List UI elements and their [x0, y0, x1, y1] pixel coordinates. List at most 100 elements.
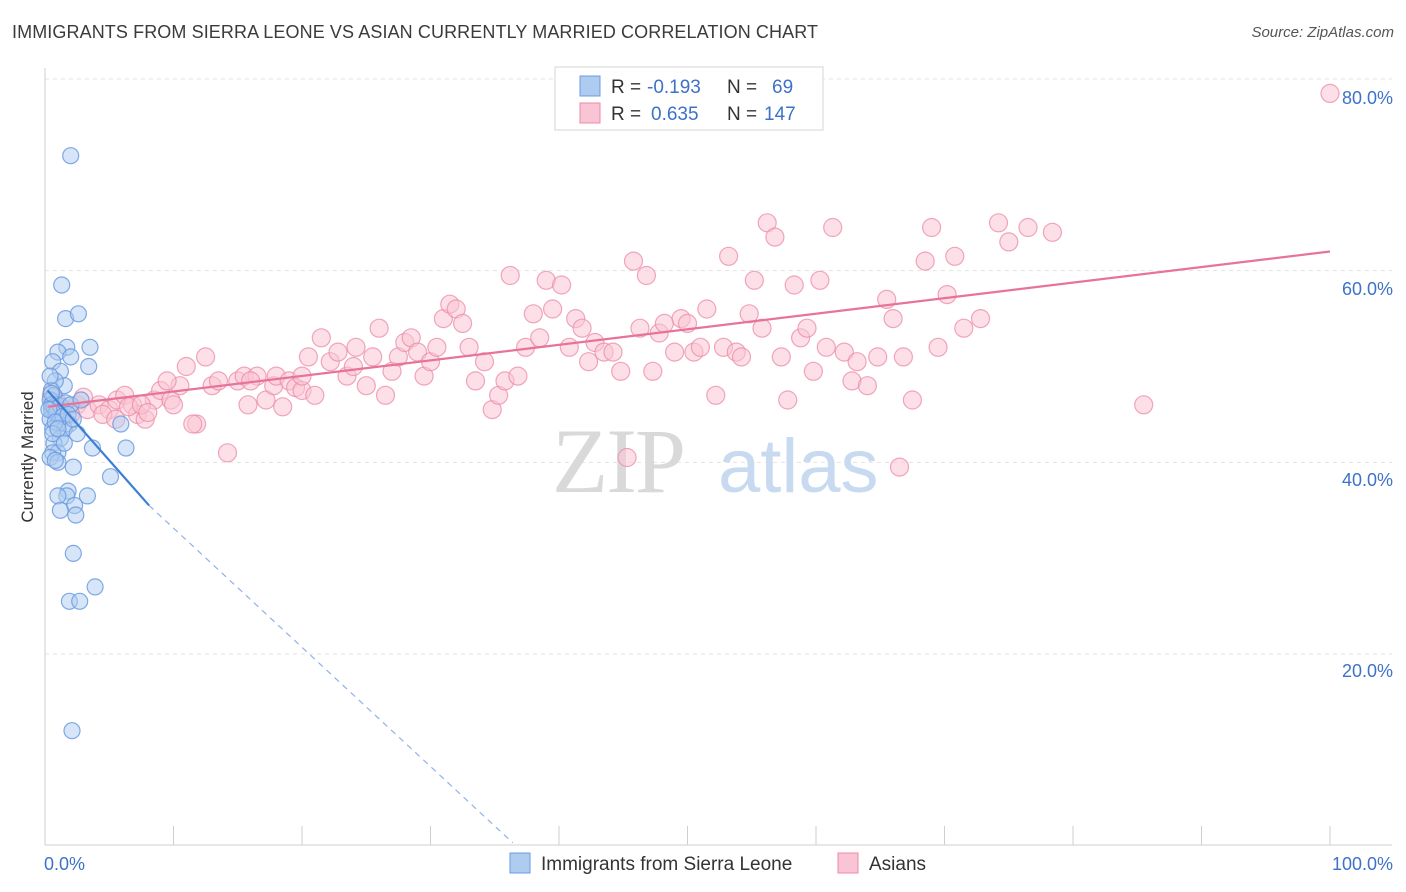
data-point-asians	[889, 457, 910, 477]
stats-legend: R = -0.193 N = 69 R = 0.635 N = 147	[554, 66, 824, 131]
data-point-asians	[834, 342, 854, 362]
watermark-zip: ZIP	[552, 410, 684, 512]
data-point-asians	[356, 376, 376, 396]
data-point-asians	[937, 285, 957, 305]
data-point-asians	[690, 337, 711, 357]
data-point-asians	[1042, 222, 1063, 242]
data-point-asians	[868, 347, 888, 367]
data-point-asians	[163, 395, 184, 415]
data-point-asians	[816, 337, 836, 357]
data-point-asians	[611, 361, 631, 381]
data-point-asians	[530, 328, 550, 348]
data-point-asians	[176, 356, 196, 377]
data-point-asians	[810, 270, 830, 290]
data-point-asians	[697, 299, 717, 319]
data-point-asians	[328, 342, 348, 362]
data-point-asians	[778, 390, 798, 410]
data-point-asians	[784, 275, 804, 295]
data-point-asians	[500, 265, 520, 286]
data-point-sierra-leone	[72, 391, 90, 409]
data-point-sierra-leone	[64, 458, 82, 476]
legend-n-label: N =	[727, 77, 757, 98]
legend-n-value: 147	[764, 104, 796, 125]
data-point-sierra-leone	[41, 367, 59, 385]
data-point-asians	[157, 371, 177, 391]
y-tick-label: 40.0%	[1342, 470, 1393, 490]
data-point-asians	[369, 318, 389, 338]
data-point-asians	[1320, 83, 1340, 104]
legend-r-value: -0.193	[647, 77, 701, 98]
legend-swatch-sierra-leone	[579, 75, 601, 97]
data-point-asians	[559, 337, 579, 357]
legend-swatch-asians	[579, 102, 601, 124]
trend-line-asians	[47, 250, 1331, 408]
data-point-sierra-leone	[81, 338, 99, 356]
data-point-asians	[363, 347, 383, 367]
data-point-asians	[196, 347, 216, 367]
data-point-asians	[1134, 395, 1154, 415]
data-point-asians	[664, 342, 685, 362]
bottom-legend-swatch-sierra-leone	[509, 852, 531, 874]
data-point-sierra-leone	[46, 451, 64, 469]
data-point-asians	[945, 246, 965, 266]
data-point-asians	[305, 385, 325, 405]
y-tick-label: 60.0%	[1342, 279, 1393, 299]
data-point-asians	[970, 309, 991, 329]
data-point-sierra-leone	[101, 468, 120, 486]
y-tick-label: 20.0%	[1342, 661, 1393, 681]
data-point-asians	[217, 443, 238, 463]
data-point-asians	[893, 347, 914, 367]
data-point-asians	[623, 251, 644, 271]
bottom-legend-label-sierra-leone: Immigrants from Sierra Leone	[541, 854, 792, 875]
legend-r-label: R =	[611, 77, 641, 98]
data-point-sierra-leone	[62, 348, 80, 366]
data-point-asians	[273, 397, 293, 417]
data-point-asians	[630, 318, 650, 338]
data-point-asians	[999, 232, 1019, 252]
watermark: ZIP atlas	[552, 410, 879, 512]
series-legend: Immigrants from Sierra Leone Asians	[509, 852, 926, 875]
data-point-asians	[823, 217, 843, 238]
x-tick-label-min: 0.0%	[44, 854, 85, 874]
data-point-asians	[921, 217, 942, 238]
data-point-asians	[847, 352, 867, 372]
data-point-asians	[706, 385, 726, 405]
x-ticks	[173, 826, 1331, 845]
data-point-asians	[654, 313, 675, 333]
data-point-sierra-leone	[69, 305, 88, 323]
legend-r-value: 0.635	[651, 104, 699, 125]
data-point-asians	[523, 304, 543, 324]
data-point-asians	[311, 328, 331, 348]
legend-r-label: R =	[611, 104, 641, 125]
legend-n-value: 69	[772, 77, 793, 98]
data-point-asians	[765, 227, 785, 247]
data-point-asians	[954, 318, 974, 338]
data-point-asians	[636, 265, 657, 286]
data-point-asians	[459, 337, 479, 357]
data-point-sierra-leone	[86, 578, 104, 596]
x-tick-label-max: 100.0%	[1332, 854, 1393, 874]
trend-lines	[46, 250, 1331, 844]
data-point-asians	[453, 313, 473, 333]
data-point-asians	[617, 447, 637, 468]
data-point-asians	[551, 275, 572, 295]
data-point-sierra-leone	[67, 506, 85, 524]
data-point-asians	[915, 251, 935, 271]
data-point-sierra-leone	[53, 276, 71, 294]
data-point-asians	[797, 318, 817, 338]
series-asians	[41, 83, 1340, 477]
data-point-sierra-leone	[80, 357, 98, 376]
data-point-asians	[183, 414, 203, 434]
data-point-asians	[731, 347, 752, 367]
data-point-asians	[578, 352, 599, 372]
data-point-asians	[803, 361, 824, 381]
bottom-legend-swatch-asians	[837, 852, 859, 874]
data-point-asians	[988, 213, 1009, 233]
series-sierra-leone	[40, 147, 135, 740]
data-point-asians	[883, 309, 903, 329]
data-point-sierra-leone	[55, 434, 73, 452]
data-point-sierra-leone	[62, 147, 80, 165]
data-point-asians	[718, 246, 739, 266]
data-point-asians	[1018, 217, 1038, 238]
